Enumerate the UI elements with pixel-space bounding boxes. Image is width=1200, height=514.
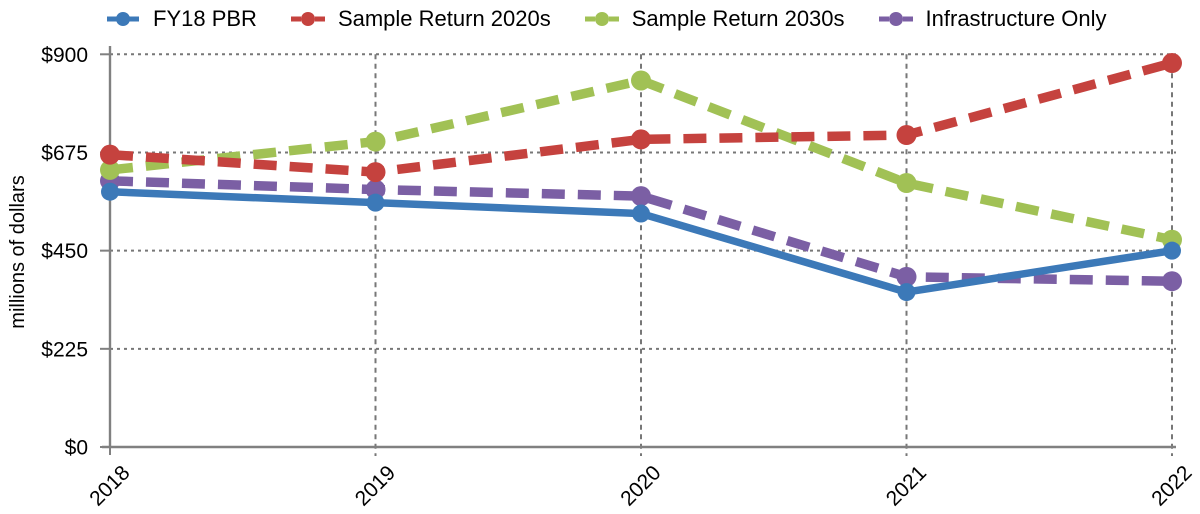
data-point-sample-return-2020s-2019 [365, 162, 386, 183]
legend-label: Sample Return 2030s [631, 6, 845, 31]
data-point-sample-return-2020s-2022 [1162, 53, 1182, 74]
y-tick-label: $225 [41, 338, 88, 361]
x-tick-label: 2019 [351, 461, 400, 510]
y-tick-label: $450 [41, 240, 88, 263]
legend-marker-icon [878, 12, 913, 26]
data-point-sample-return-2030s-2021 [896, 173, 917, 194]
legend-marker-icon [290, 12, 325, 26]
legend-label: FY18 PBR [153, 6, 257, 31]
y-tick-label: $675 [41, 142, 88, 165]
y-axis-title: millions of dollars [7, 175, 29, 328]
data-point-sample-return-2020s-2021 [896, 125, 917, 146]
y-tick-label: $900 [41, 44, 88, 67]
data-point-sample-return-2020s-2020 [631, 129, 651, 150]
data-point-sample-return-2030s-2020 [631, 70, 651, 91]
data-point-fy18-pbr-2021 [897, 283, 916, 302]
data-point-fy18-pbr-2022 [1163, 241, 1181, 260]
x-tick-label: 2020 [616, 461, 665, 510]
legend-item-infrastructure-only: Infrastructure Only [878, 6, 1107, 32]
data-point-sample-return-2030s-2019 [365, 131, 386, 152]
legend-item-sample-return-2020s: Sample Return 2020s [290, 6, 551, 32]
x-tick-label: 2022 [1147, 461, 1196, 510]
legend-label: Sample Return 2020s [337, 6, 551, 31]
data-point-infrastructure-only-2022 [1162, 271, 1182, 292]
data-point-fy18-pbr-2020 [632, 204, 650, 223]
legend-marker-icon [584, 12, 619, 26]
series-line-sample-return-2030s [109, 75, 1173, 245]
chart-legend: FY18 PBR Sample Return 2020s Sample Return… [106, 2, 1200, 36]
data-point-sample-return-2030s-2018 [100, 159, 120, 180]
data-point-sample-return-2020s-2018 [100, 144, 120, 165]
data-point-infrastructure-only-2019 [365, 179, 386, 200]
legend-marker-icon [107, 12, 139, 26]
data-point-infrastructure-only-2021 [896, 266, 917, 287]
data-point-infrastructure-only-2020 [631, 186, 651, 207]
legend-item-sample-return-2030s: Sample Return 2030s [584, 6, 845, 32]
legend-item-fy18-pbr: FY18 PBR [106, 6, 257, 32]
x-tick-label: 2018 [85, 461, 134, 510]
data-point-fy18-pbr-2018 [101, 182, 119, 201]
y-tick-label: $0 [65, 437, 88, 460]
x-tick-label: 2021 [882, 461, 931, 510]
data-point-fy18-pbr-2019 [366, 193, 385, 212]
legend-label: Infrastructure Only [925, 6, 1107, 31]
